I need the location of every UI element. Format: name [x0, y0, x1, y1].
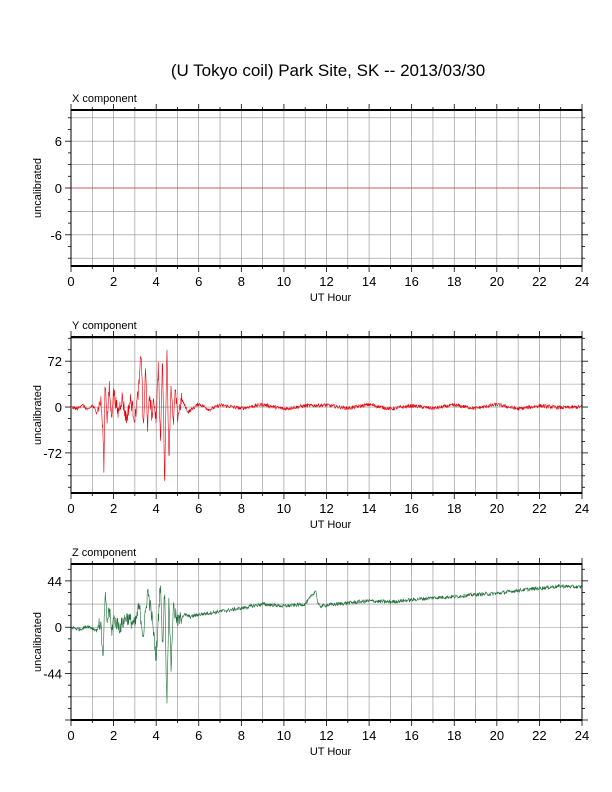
x-tick-label: 18	[447, 501, 461, 516]
x-tick-label: 18	[447, 728, 461, 743]
x-tick-label: 8	[238, 728, 245, 743]
x-tick-label: 24	[575, 728, 589, 743]
x-tick-label: 6	[195, 501, 202, 516]
x-tick-label: 8	[238, 501, 245, 516]
x-tick-label: 10	[277, 728, 291, 743]
y-tick-label: 0	[55, 181, 62, 196]
y-tick-label: 6	[55, 134, 62, 149]
x-tick-label: 14	[362, 501, 376, 516]
x-tick-label: 16	[404, 501, 418, 516]
x-tick-label: 16	[404, 728, 418, 743]
panel-title: Z component	[72, 547, 136, 559]
x-tick-label: 10	[277, 274, 291, 289]
x-tick-label: 22	[532, 274, 546, 289]
panel-title: Y component	[72, 320, 137, 332]
x-tick-label: 20	[490, 274, 504, 289]
figure-title: (U Tokyo coil) Park Site, SK -- 2013/03/…	[171, 61, 485, 80]
x-tick-label: 22	[532, 728, 546, 743]
panel-title: X component	[72, 93, 137, 105]
x-tick-label: 4	[153, 274, 160, 289]
y-tick-label: 72	[48, 354, 62, 369]
x-tick-label: 24	[575, 501, 589, 516]
x-tick-label: 0	[67, 501, 74, 516]
x-tick-label: 6	[195, 274, 202, 289]
x-tick-label: 22	[532, 501, 546, 516]
y-tick-label: 0	[55, 400, 62, 415]
x-tick-label: 2	[110, 274, 117, 289]
x-axis-label: UT Hour	[310, 292, 352, 304]
y-axis-label: uncalibrated	[32, 385, 44, 445]
y-tick-label: -6	[50, 228, 62, 243]
x-tick-label: 12	[319, 274, 333, 289]
x-tick-label: 12	[319, 501, 333, 516]
x-tick-label: 16	[404, 274, 418, 289]
x-tick-label: 20	[490, 728, 504, 743]
y-axis-label: uncalibrated	[32, 158, 44, 218]
series-line	[70, 583, 583, 704]
x-tick-label: 0	[67, 274, 74, 289]
y-tick-label: -72	[43, 446, 62, 461]
x-tick-label: 4	[153, 501, 160, 516]
x-tick-label: 6	[195, 728, 202, 743]
x-tick-label: 8	[238, 274, 245, 289]
series-line	[70, 349, 583, 482]
y-tick-label: 0	[55, 620, 62, 635]
x-tick-label: 14	[362, 274, 376, 289]
x-tick-label: 20	[490, 501, 504, 516]
x-tick-label: 2	[110, 728, 117, 743]
x-tick-label: 14	[362, 728, 376, 743]
x-tick-label: 18	[447, 274, 461, 289]
x-tick-label: 12	[319, 728, 333, 743]
y-tick-label: -44	[43, 667, 62, 682]
x-axis-label: UT Hour	[310, 746, 352, 758]
x-tick-label: 0	[67, 728, 74, 743]
x-tick-label: 2	[110, 501, 117, 516]
x-tick-label: 24	[575, 274, 589, 289]
x-tick-label: 10	[277, 501, 291, 516]
y-tick-label: 44	[48, 574, 62, 589]
x-tick-label: 4	[153, 728, 160, 743]
y-axis-label: uncalibrated	[32, 612, 44, 672]
x-axis-label: UT Hour	[310, 519, 352, 531]
